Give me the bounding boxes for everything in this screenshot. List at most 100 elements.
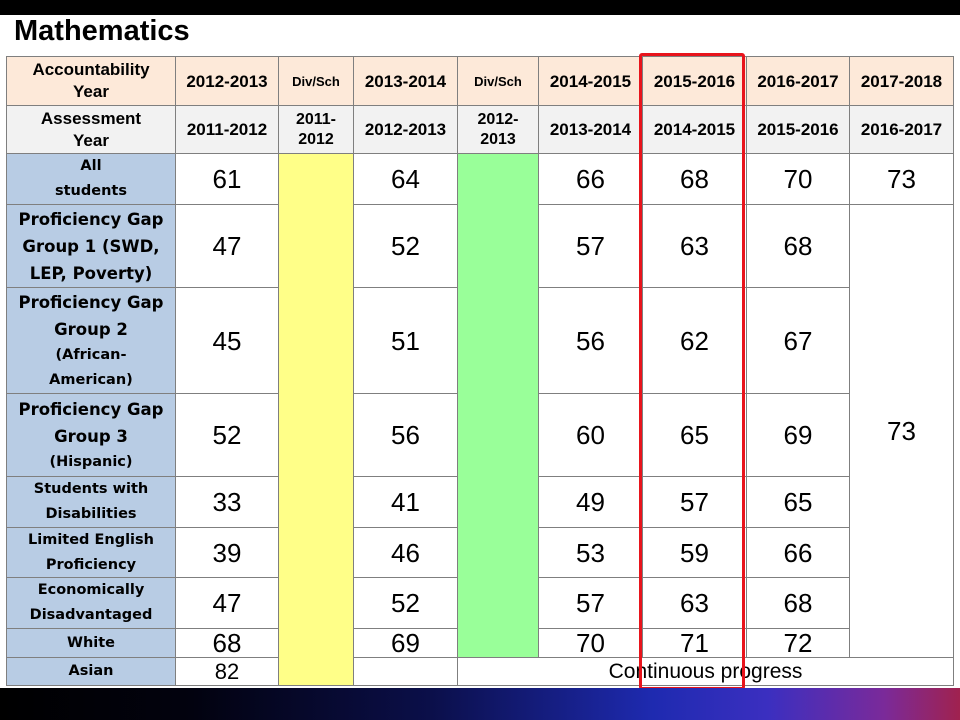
label-line: 2011-: [295, 110, 337, 128]
assessment-year-col-header: 2011-2012: [176, 106, 278, 153]
target-value: 47: [176, 578, 278, 628]
target-value: 68: [643, 154, 746, 204]
label-line: Economically: [37, 582, 145, 598]
label-line: students: [55, 183, 127, 199]
target-value: 82: [176, 658, 278, 685]
div-sch-col-header: Div/Sch: [279, 57, 353, 105]
label-line: Group 2: [54, 319, 128, 339]
target-value: 60: [539, 394, 642, 476]
label-line: 2012: [298, 130, 334, 148]
label-line: (Hispanic): [49, 453, 133, 470]
accountability-year-col-header: 2012-2013: [176, 57, 278, 105]
target-value: 45: [176, 288, 278, 393]
assessment-year-col-header: 2014-2015: [643, 106, 746, 153]
target-value: 68: [747, 205, 849, 287]
label-line: Proficiency Gap: [18, 292, 164, 312]
assessment-year-col-header: 2016-2017: [850, 106, 953, 153]
target-value: 53: [539, 528, 642, 577]
assessment-year-col-header: 2015-2016: [747, 106, 849, 153]
target-value: 70: [747, 154, 849, 204]
target-value: 64: [354, 154, 457, 204]
row-label-students-with-disabilities: Students with Disabilities: [7, 477, 175, 527]
target-value: 33: [176, 477, 278, 527]
row-label-all-students: All students: [7, 154, 175, 204]
page-title: Mathematics: [14, 15, 190, 47]
target-value: 52: [354, 205, 457, 287]
label-line: Students with: [33, 481, 149, 497]
accountability-year-col-header: 2013-2014: [354, 57, 457, 105]
target-value: 69: [747, 394, 849, 476]
target-value: 39: [176, 528, 278, 577]
target-value: 69: [354, 629, 457, 657]
mathematics-targets-table: Accountability Year 2012-2013 Div/Sch 20…: [6, 56, 954, 686]
label-line: Proficiency Gap: [18, 399, 164, 419]
label-line: Asian: [68, 663, 114, 679]
label-line: Proficiency Gap: [18, 209, 164, 229]
assessment-year-label: Assessment Year: [7, 106, 175, 153]
label-line: 2013: [480, 130, 516, 148]
target-value: 57: [539, 205, 642, 287]
accountability-year-col-header: 2015-2016: [643, 57, 746, 105]
target-value: 47: [176, 205, 278, 287]
label-line: Disadvantaged: [29, 607, 153, 623]
label-line: American): [49, 371, 133, 388]
label-line: Year: [73, 130, 109, 150]
div-sch-green-column: [458, 154, 538, 657]
target-value: 70: [539, 629, 642, 657]
target-value: 65: [643, 394, 746, 476]
target-value: 73: [850, 154, 953, 204]
top-bar: [0, 0, 960, 15]
row-label-proficiency-gap-group-3: Proficiency Gap Group 3 (Hispanic): [7, 394, 175, 476]
label-line: Disabilities: [45, 506, 137, 522]
assessment-year-col-header: 2013-2014: [539, 106, 642, 153]
empty-cell: [354, 658, 457, 685]
target-value: 59: [643, 528, 746, 577]
row-label-economically-disadvantaged: Economically Disadvantaged: [7, 578, 175, 628]
target-value: 49: [539, 477, 642, 527]
target-value: 52: [354, 578, 457, 628]
row-label-white: White: [7, 629, 175, 657]
accountability-year-col-header: 2014-2015: [539, 57, 642, 105]
row-label-asian: Asian: [7, 658, 175, 685]
target-value: 63: [643, 205, 746, 287]
label-line: (African-: [55, 346, 127, 363]
accountability-year-col-header: 2016-2017: [747, 57, 849, 105]
target-value: 68: [176, 629, 278, 657]
div-sch-col-header: Div/Sch: [458, 57, 538, 105]
target-value: 63: [643, 578, 746, 628]
label-line: Accountability: [32, 60, 150, 79]
div-sch-assessment-year: 2012- 2013: [458, 106, 538, 153]
label-line: Group 3: [54, 426, 128, 446]
target-value: 65: [747, 477, 849, 527]
target-value: 66: [539, 154, 642, 204]
target-value: 51: [354, 288, 457, 393]
target-value: 57: [539, 578, 642, 628]
div-sch-assessment-year: 2011- 2012: [279, 106, 353, 153]
div-sch-yellow-column: [279, 154, 353, 685]
assessment-year-col-header: 2012-2013: [354, 106, 457, 153]
target-value: 71: [643, 629, 746, 657]
target-value: 62: [643, 288, 746, 393]
target-value: 61: [176, 154, 278, 204]
subgroups-2017-2018-target: 73: [850, 205, 953, 657]
accountability-year-col-header: 2017-2018: [850, 57, 953, 105]
label-line: Year: [73, 82, 109, 101]
target-value: 41: [354, 477, 457, 527]
label-line: White: [66, 634, 116, 651]
row-label-proficiency-gap-group-1: Proficiency Gap Group 1 (SWD, LEP, Pover…: [7, 205, 175, 287]
accountability-year-label: Accountability Year: [7, 57, 175, 105]
row-label-proficiency-gap-group-2: Proficiency Gap Group 2 (African- Americ…: [7, 288, 175, 393]
bottom-gradient-bar: [0, 688, 960, 720]
target-value: 56: [354, 394, 457, 476]
target-value: 56: [539, 288, 642, 393]
target-value: 72: [747, 629, 849, 657]
target-value: 66: [747, 528, 849, 577]
label-line: 2012-: [477, 110, 519, 128]
label-line: Group 1 (SWD,: [22, 236, 160, 256]
label-line: Assessment: [40, 108, 142, 128]
target-value: 67: [747, 288, 849, 393]
label-line: Limited English: [28, 531, 154, 548]
target-value: 46: [354, 528, 457, 577]
label-line: LEP, Poverty): [29, 263, 153, 283]
label-line: All: [80, 158, 102, 174]
